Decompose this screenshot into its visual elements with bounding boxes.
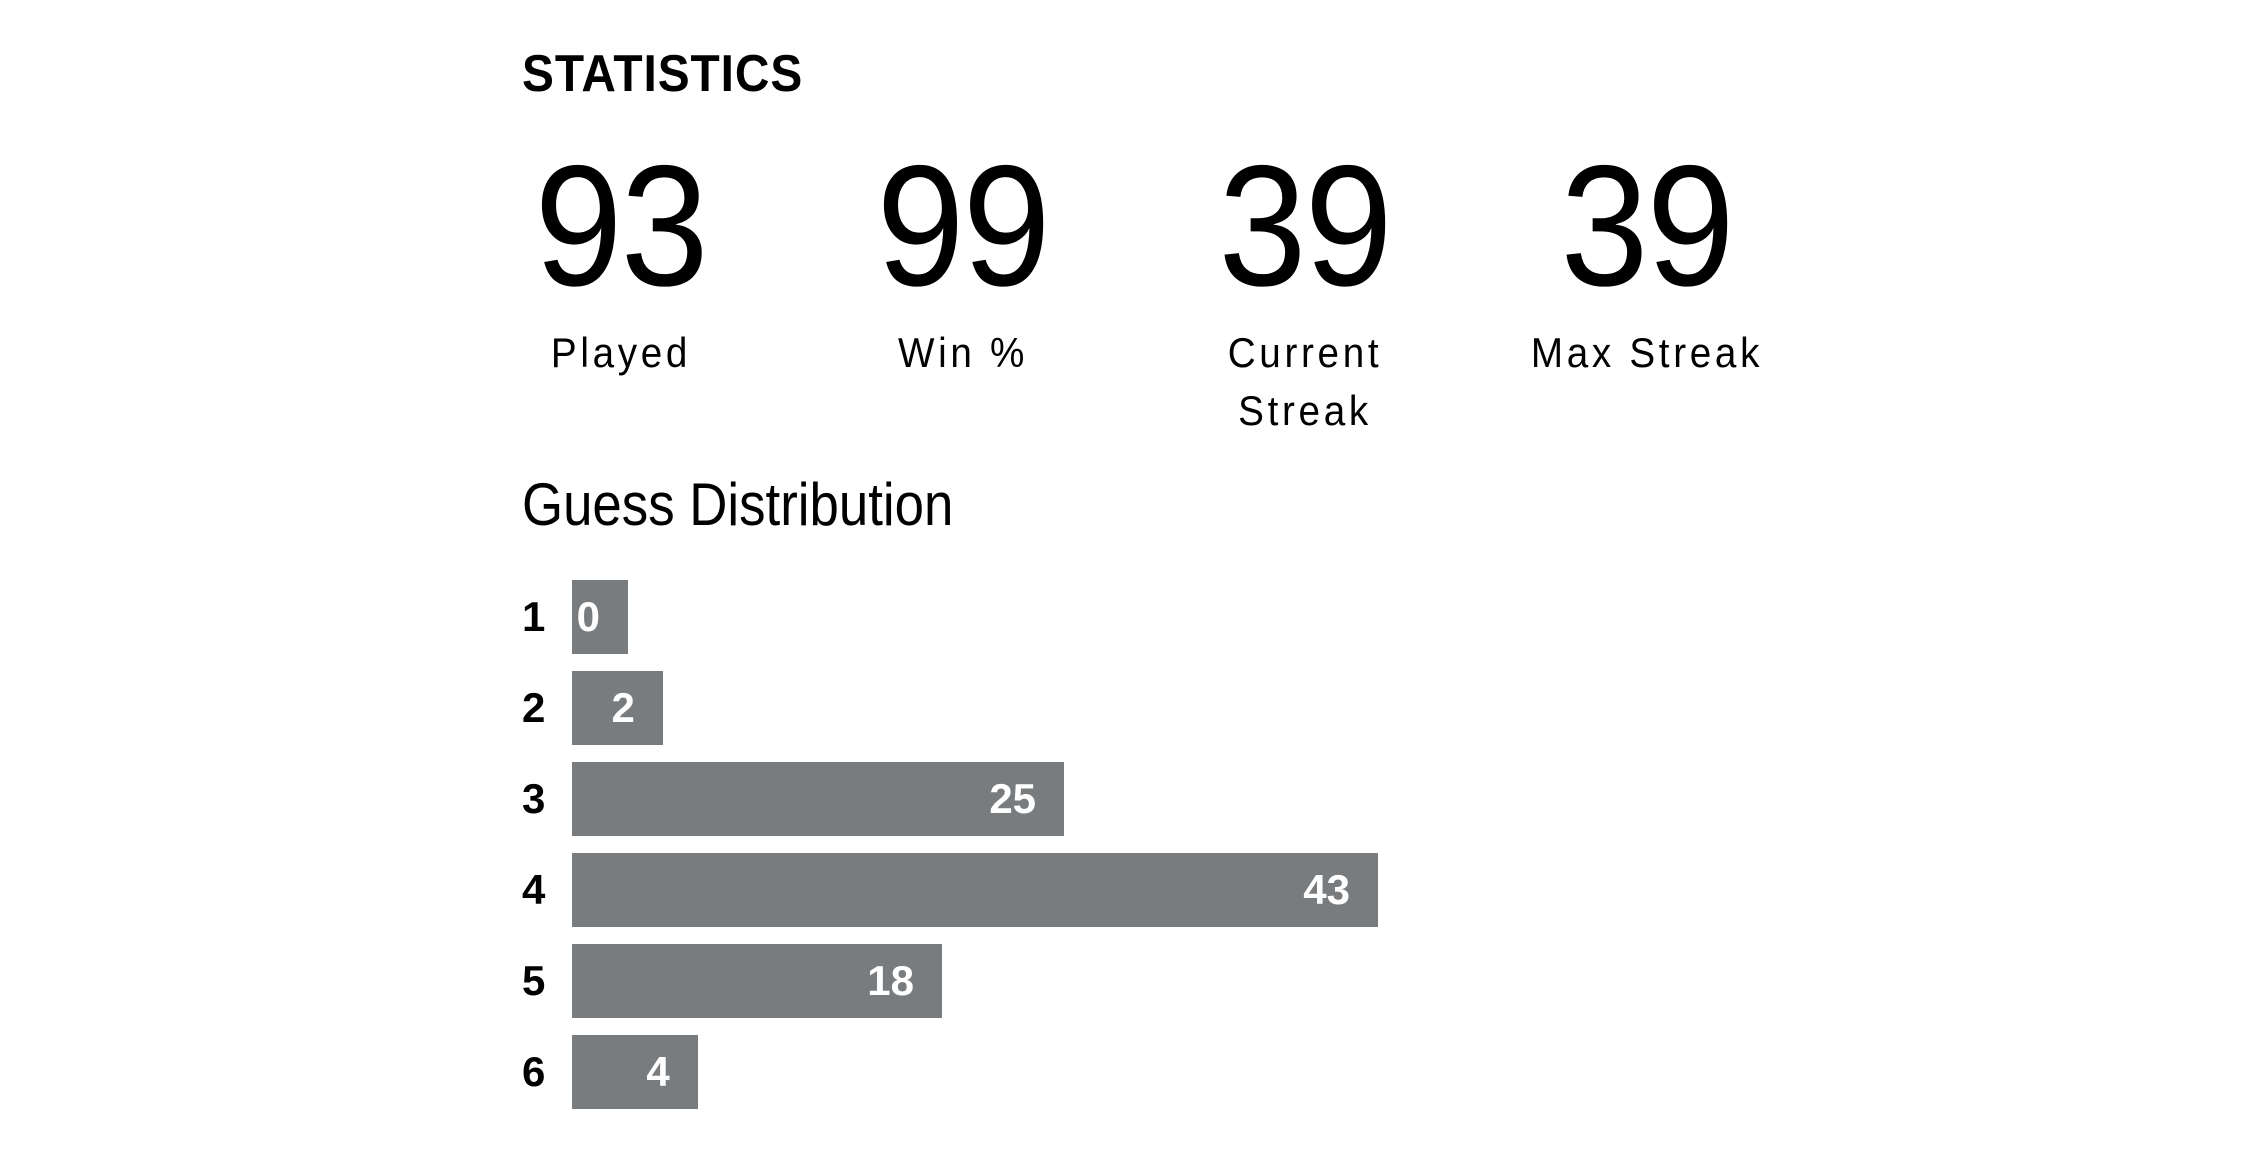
stat-label: Played <box>550 329 692 376</box>
guess-number-label: 1 <box>522 593 546 640</box>
distribution-bar: 18 <box>572 944 942 1018</box>
distribution-bar: 25 <box>572 762 1065 836</box>
stat-win-percent: 99 Win % <box>792 140 1134 440</box>
stat-played: 93 Played <box>450 140 792 440</box>
guess-number-label: 2 <box>522 684 546 731</box>
stat-value: 99 <box>876 130 1051 322</box>
bar-value-label: 25 <box>989 775 1037 822</box>
distribution-bar: 2 <box>572 671 663 745</box>
distribution-row: 3 25 <box>522 762 1378 836</box>
stat-label: Win % <box>897 329 1029 376</box>
distribution-bar: 0 <box>572 580 628 654</box>
stat-label: Current Streak <box>1227 329 1383 434</box>
stat-value: 39 <box>1218 130 1393 322</box>
stat-label: Max Streak <box>1530 329 1764 376</box>
guess-number-label: 6 <box>522 1048 546 1095</box>
stat-max-streak: 39 Max Streak <box>1476 140 1818 440</box>
bar-value-label: 4 <box>646 1048 670 1095</box>
distribution-bar: 43 <box>572 853 1378 927</box>
bar-value-label: 0 <box>576 593 600 640</box>
guess-distribution-chart: 1 0 2 2 3 25 4 43 5 18 6 4 <box>522 580 1378 1126</box>
stats-row: 93 Played 99 Win % 39 Current Streak 39 … <box>450 140 1818 440</box>
distribution-row: 4 43 <box>522 853 1378 927</box>
distribution-bar: 4 <box>572 1035 698 1109</box>
bar-value-label: 2 <box>611 684 635 731</box>
statistics-title: STATISTICS <box>522 45 804 103</box>
guess-number-label: 3 <box>522 775 546 822</box>
stat-value: 93 <box>534 130 709 322</box>
distribution-row: 5 18 <box>522 944 1378 1018</box>
stat-current-streak: 39 Current Streak <box>1134 140 1476 440</box>
guess-distribution-title: Guess Distribution <box>522 471 954 538</box>
stat-value: 39 <box>1560 130 1735 322</box>
bar-value-label: 18 <box>867 957 914 1004</box>
guess-number-label: 4 <box>522 866 546 913</box>
bar-value-label: 43 <box>1303 866 1350 913</box>
guess-number-label: 5 <box>522 957 546 1004</box>
